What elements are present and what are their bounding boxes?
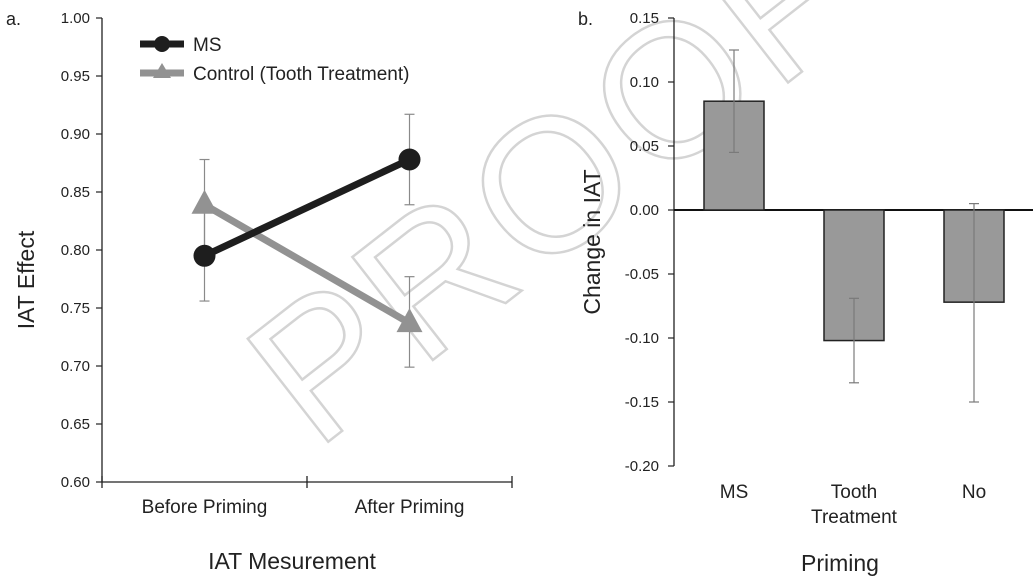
y-tick-label: 0.75: [61, 300, 90, 317]
x-category-label: After Priming: [355, 497, 465, 518]
y-tick-label: 0.70: [61, 358, 90, 375]
x-category-label: Before Priming: [142, 497, 268, 518]
panel-a-y-ticks: 0.60 0.65 0.70 0.75 0.80 0.85 0.90 0.95 1.00: [61, 10, 102, 491]
panel-a-x-axis-title: IAT Mesurement: [208, 548, 376, 574]
legend-control-marker: [153, 63, 171, 78]
y-tick-label: 0.80: [61, 242, 90, 259]
y-tick-label: 0.90: [61, 126, 90, 143]
y-tick-label: 0.65: [61, 416, 90, 433]
panel-a-series: [191, 113, 423, 368]
x-category-label: Tooth Treatment: [811, 482, 898, 528]
panel-a-line-chart: a. 0.600.650.700.750.800.850.900.951.00 …: [6, 9, 513, 574]
data-point-ms: [398, 148, 421, 171]
y-tick-label: -0.10: [625, 330, 659, 347]
data-point-ms: [193, 244, 216, 267]
panel-a-y-axis-title: IAT Effect: [13, 230, 39, 329]
data-point-control: [396, 308, 423, 333]
x-category-label: MS: [720, 482, 749, 503]
x-category-label: No: [962, 482, 986, 503]
x-category-line: MS: [720, 482, 749, 503]
panel-b-bar-chart: b. -0.20-0.15-0.10-0.050.000.050.100.15 …: [578, 9, 1033, 576]
panel-b-y-axis-title: Change in IAT: [579, 169, 605, 314]
y-tick-label: -0.15: [625, 394, 659, 411]
y-tick-label: 0.00: [630, 202, 659, 219]
panel-b-x-categories: MS Tooth Treatment No: [720, 482, 986, 528]
panel-b-label: b.: [578, 9, 593, 29]
legend-ms-label: MS: [193, 35, 222, 56]
y-tick-label: -0.20: [625, 458, 659, 475]
y-tick-label: 0.60: [61, 474, 90, 491]
panel-b-x-axis-title: Priming: [801, 550, 879, 576]
y-tick-label: 0.15: [630, 10, 659, 27]
legend-control-label: Control (Tooth Treatment): [193, 64, 409, 85]
y-tick-label: 0.10: [630, 74, 659, 91]
x-category-line: Tooth: [831, 482, 877, 503]
panel-b-bars: [703, 49, 1005, 403]
y-tick-label: 0.85: [61, 184, 90, 201]
y-tick-label: 0.05: [630, 138, 659, 155]
y-tick-label: 1.00: [61, 10, 90, 27]
y-tick-label: 0.95: [61, 68, 90, 85]
y-tick-label: -0.05: [625, 266, 659, 283]
panel-a-x-categories: Before Priming After Priming: [142, 497, 465, 518]
legend-ms-marker: [154, 36, 170, 52]
x-category-line: No: [962, 482, 986, 503]
x-category-line: Treatment: [811, 507, 898, 528]
data-point-control: [191, 189, 218, 214]
panel-b-y-ticks: -0.20 -0.15 -0.10 -0.05 0.00 0.05 0.10 0.15: [625, 10, 674, 475]
series-line: [201, 156, 413, 260]
panel-a-legend: MS Control (Tooth Treatment): [140, 35, 409, 85]
series-line: [201, 201, 413, 327]
panel-a-label: a.: [6, 9, 21, 29]
